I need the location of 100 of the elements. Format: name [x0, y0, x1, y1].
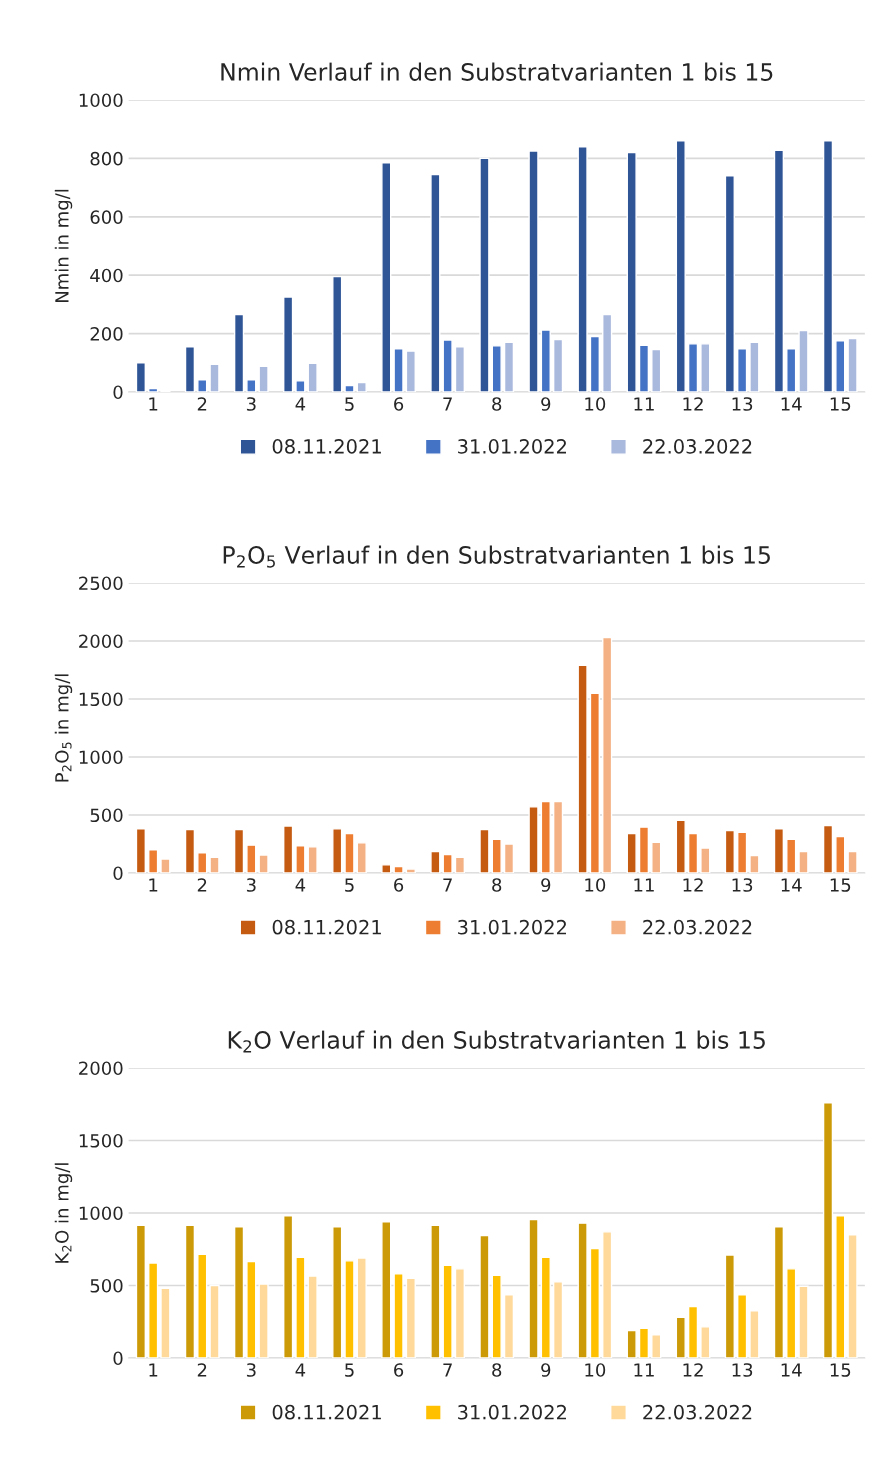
bar	[835, 835, 846, 873]
legend-label: 31.01.2022	[458, 919, 566, 935]
x-tick-label: 2	[197, 397, 207, 411]
bar	[491, 1274, 502, 1358]
y-axis-title: P$_{2}$O$_{5}$ in mg/l	[54, 674, 73, 782]
bar	[295, 1256, 306, 1358]
bar	[602, 636, 613, 873]
legend-label: 22.03.2022	[643, 919, 752, 935]
bar	[430, 173, 441, 392]
y-tick-label: 2000	[79, 634, 123, 649]
bar	[307, 1275, 318, 1358]
bar	[589, 335, 600, 392]
bar	[356, 842, 367, 873]
y-tick-label: 1000	[79, 1206, 123, 1221]
bar	[552, 1281, 564, 1358]
x-tick-label: 7	[443, 397, 452, 411]
bar	[638, 1327, 650, 1358]
bar	[135, 1224, 146, 1358]
x-tick-label: 4	[295, 1363, 306, 1377]
bar	[295, 845, 306, 873]
bar	[258, 1283, 269, 1358]
bar	[430, 850, 441, 873]
y-tick-label: 600	[90, 210, 123, 224]
bar	[724, 175, 735, 392]
x-tick-label: 2	[197, 878, 207, 892]
bar	[540, 329, 551, 392]
bar	[798, 1285, 809, 1358]
x-tick-label: 9	[541, 1363, 551, 1377]
bar	[184, 346, 196, 392]
bar	[479, 1234, 490, 1358]
bar	[822, 1102, 834, 1358]
y-tick-label: 1000	[79, 750, 123, 765]
bar	[503, 843, 515, 873]
x-tick-label: 13	[732, 1363, 753, 1377]
x-tick-label: 14	[781, 397, 802, 411]
chart-title: Nmin Verlauf in den Substratvarianten 1 bis 15	[221, 62, 773, 81]
bar	[246, 844, 257, 873]
bar	[651, 1334, 662, 1358]
y-tick-label: 500	[90, 808, 123, 823]
bar	[602, 313, 613, 392]
y-tick-label: 200	[90, 327, 123, 341]
x-tick-label: 6	[394, 397, 404, 411]
bar	[724, 1254, 735, 1358]
x-tick-label: 11	[634, 397, 654, 411]
x-tick-label: 15	[830, 397, 851, 411]
x-tick-label: 1	[149, 397, 158, 411]
bar	[749, 341, 760, 392]
bar	[847, 1234, 858, 1358]
x-tick-label: 12	[683, 1363, 703, 1377]
y-tick-label: 0	[113, 866, 123, 881]
legend-label: 22.03.2022	[643, 439, 752, 454]
x-tick-label: 15	[830, 1363, 851, 1377]
bar	[184, 828, 196, 873]
x-tick-label: 15	[830, 878, 851, 892]
bar	[528, 1218, 539, 1358]
bar	[405, 868, 416, 873]
bar	[700, 343, 711, 392]
bar	[552, 338, 564, 392]
bar	[332, 1226, 343, 1358]
x-tick-label: 10	[585, 397, 606, 411]
x-tick-label: 5	[345, 397, 354, 411]
y-axis-title: K$_{2}$O in mg/l	[54, 1163, 73, 1263]
bar	[295, 380, 306, 392]
x-tick-label: 14	[781, 1363, 802, 1377]
x-tick-label: 8	[492, 397, 502, 411]
x-tick-label: 6	[394, 878, 404, 892]
bar	[393, 865, 404, 873]
bar	[651, 348, 662, 392]
x-tick-label: 13	[732, 878, 753, 892]
bar	[307, 846, 318, 873]
bar	[344, 1260, 355, 1358]
bar	[479, 157, 490, 392]
bar	[675, 140, 686, 392]
bar	[197, 1253, 208, 1358]
y-tick-label: 0	[113, 1351, 123, 1366]
bar	[209, 363, 220, 392]
bar	[786, 838, 797, 873]
bar	[135, 362, 146, 392]
y-tick-label: 1500	[79, 692, 123, 707]
bar	[344, 384, 355, 392]
bar	[283, 296, 294, 392]
x-tick-label: 4	[295, 397, 306, 411]
y-tick-label: 1000	[79, 93, 123, 108]
bar	[577, 664, 588, 873]
bar	[283, 825, 294, 873]
bar	[148, 849, 159, 873]
x-tick-label: 3	[246, 397, 256, 411]
x-tick-label: 10	[585, 1363, 606, 1377]
bar	[773, 828, 785, 873]
bar	[160, 858, 171, 873]
bar	[737, 348, 748, 392]
bar	[148, 387, 159, 392]
bar	[651, 841, 662, 873]
y-tick-label: 800	[90, 151, 123, 166]
x-tick-label: 8	[492, 1363, 502, 1377]
x-tick-label: 3	[246, 878, 256, 892]
x-tick-label: 3	[246, 1363, 256, 1377]
bar	[233, 828, 245, 873]
bar	[786, 1268, 797, 1358]
x-tick-label: 9	[541, 397, 551, 411]
